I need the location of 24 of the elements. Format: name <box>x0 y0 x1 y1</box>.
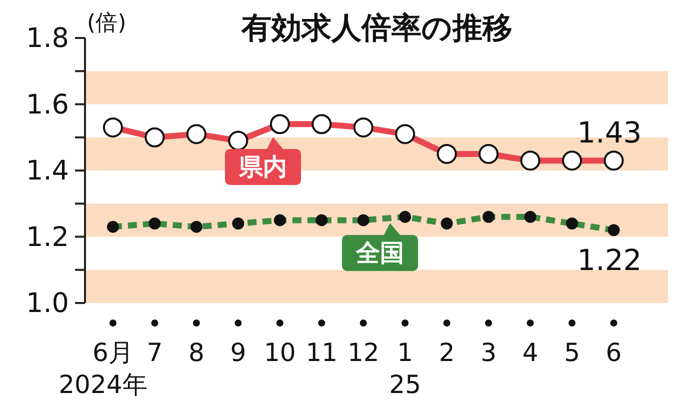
data-label: 1.43 <box>577 116 642 150</box>
x-tick-label: 9 <box>230 338 246 367</box>
legend-label: 全国 <box>342 235 418 272</box>
y-tick-label: 1.2 <box>26 222 69 253</box>
x-tick-label: 11 <box>306 338 338 367</box>
x-tick-label: 3 <box>480 338 497 367</box>
x-tick-label: 5 <box>564 338 580 367</box>
x-tick-label: 10 <box>264 338 296 367</box>
y-axis-title: (倍) <box>87 10 126 38</box>
x-tick-label: 6月 2024年 <box>58 338 148 399</box>
x-tick-label: 7 <box>146 338 163 367</box>
y-tick-label: 1.6 <box>26 89 69 120</box>
x-tick-label: 4 <box>522 338 538 367</box>
data-label: 1.22 <box>577 243 642 278</box>
x-tick-label: 6 <box>606 338 622 367</box>
chart-title: 有効求人倍率の推移 <box>242 11 512 46</box>
y-tick-label: 1.4 <box>26 156 69 186</box>
x-tick-label: 12 <box>347 338 380 367</box>
legend-label: 県内 <box>225 149 302 186</box>
x-tick-label: 2 <box>438 338 455 367</box>
y-tick-label: 1.8 <box>26 23 69 54</box>
x-tick-label: 1 25 <box>389 338 421 399</box>
x-tick-label: 8 <box>188 338 204 367</box>
y-tick-label: 1.0 <box>26 288 69 319</box>
